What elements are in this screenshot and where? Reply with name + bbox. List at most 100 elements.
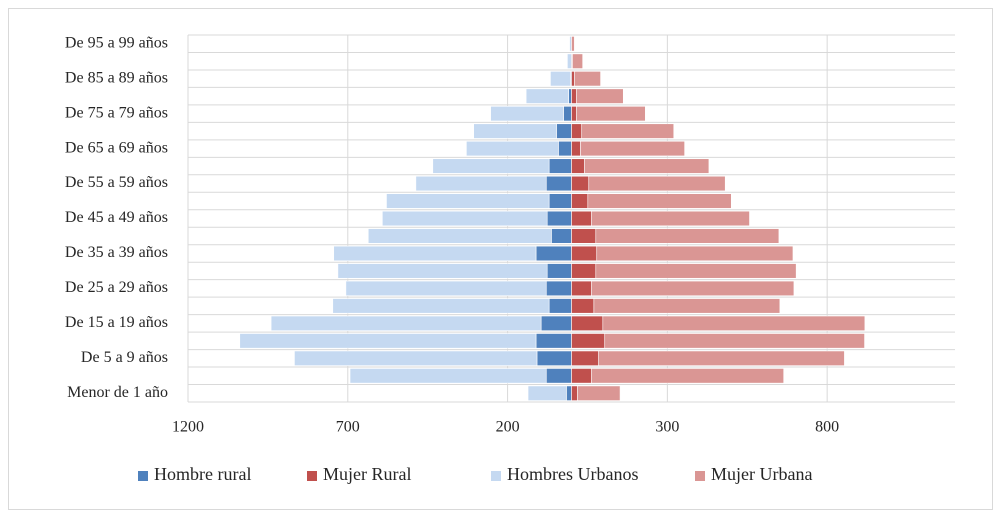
bar [551,228,572,244]
bar [566,385,572,401]
bar [595,263,797,279]
y-tick-label: De 45 a 49 años [65,209,168,226]
bar [572,53,583,69]
x-tick-label: 300 [655,419,679,436]
y-tick-label: De 65 a 69 años [65,139,168,156]
bar [432,158,550,174]
bar [548,158,572,174]
y-tick-label: De 85 a 89 años [65,69,168,86]
bar [567,53,572,69]
bar [571,263,597,279]
bar [536,350,572,366]
bar [473,123,557,139]
bar [584,158,710,174]
bar [587,193,732,209]
bar [535,333,572,349]
bar [581,123,675,139]
bar [563,106,572,122]
bar [571,298,595,314]
y-tick-label: De 25 a 29 años [65,279,168,296]
bar [571,245,598,262]
y-tick-label: De 35 a 39 años [65,244,168,261]
bar [588,175,726,192]
bar [571,368,592,384]
legend-label: Hombre rural [154,464,251,484]
bar [270,315,542,331]
bar [535,245,572,262]
bar [593,298,781,314]
bar [571,106,577,122]
bar [367,228,552,244]
bar [558,140,572,157]
bar [576,88,624,104]
bar [545,280,572,297]
x-tick-label: 700 [336,419,360,436]
bar [595,228,780,244]
bar [556,123,572,139]
bar [332,298,550,314]
y-tick-label: Menor de 1 año [67,384,168,401]
bar [571,228,597,244]
bar [571,36,575,52]
y-tick-label: De 75 a 79 años [65,104,168,121]
bar [548,193,572,209]
bar [571,315,604,331]
bar [527,385,567,401]
legend-label: Mujer Urbana [711,464,812,484]
x-tick-label: 200 [496,419,520,436]
x-tick-label: 1200 [172,419,204,436]
bar [415,175,547,192]
bar [550,71,571,87]
bar [580,140,685,157]
bar [571,210,592,227]
bar [571,140,581,157]
bar [602,315,866,331]
bar [548,298,572,314]
y-tick-label: De 95 a 99 años [65,34,168,51]
bar [577,385,621,401]
bar [571,175,590,192]
bar [571,71,575,87]
bar [571,385,578,401]
bar [349,368,547,384]
bar [571,123,583,139]
y-tick-label: De 55 a 59 años [65,174,168,191]
bar [571,193,589,209]
bar [571,350,599,366]
bar [545,368,572,384]
legend-swatch [695,471,705,481]
x-tick-label: 800 [815,419,839,436]
bar [382,210,548,227]
bar [574,71,601,87]
bar [598,350,845,366]
legend-swatch [138,471,148,481]
bar [333,245,537,262]
bar [525,88,569,104]
bar [239,333,537,349]
bar [571,158,585,174]
y-tick-label: De 5 a 9 años [81,349,168,366]
bar [576,106,646,122]
bar [386,193,550,209]
bar [546,210,572,227]
bar [466,140,559,157]
legend-swatch [491,471,501,481]
bar [596,245,794,262]
y-tick-label: De 15 a 19 años [65,314,168,331]
bar [571,333,606,349]
bar [604,333,865,349]
bar [540,315,572,331]
bar [568,88,572,104]
legend-swatch [307,471,317,481]
bar [571,280,592,297]
bar [591,210,750,227]
bar [345,280,547,297]
bar [337,263,548,279]
bar [294,350,538,366]
bar [545,175,572,192]
legend-label: Hombres Urbanos [507,464,638,484]
legend-label: Mujer Rural [323,464,411,484]
bar [591,368,785,384]
bar [591,280,795,297]
